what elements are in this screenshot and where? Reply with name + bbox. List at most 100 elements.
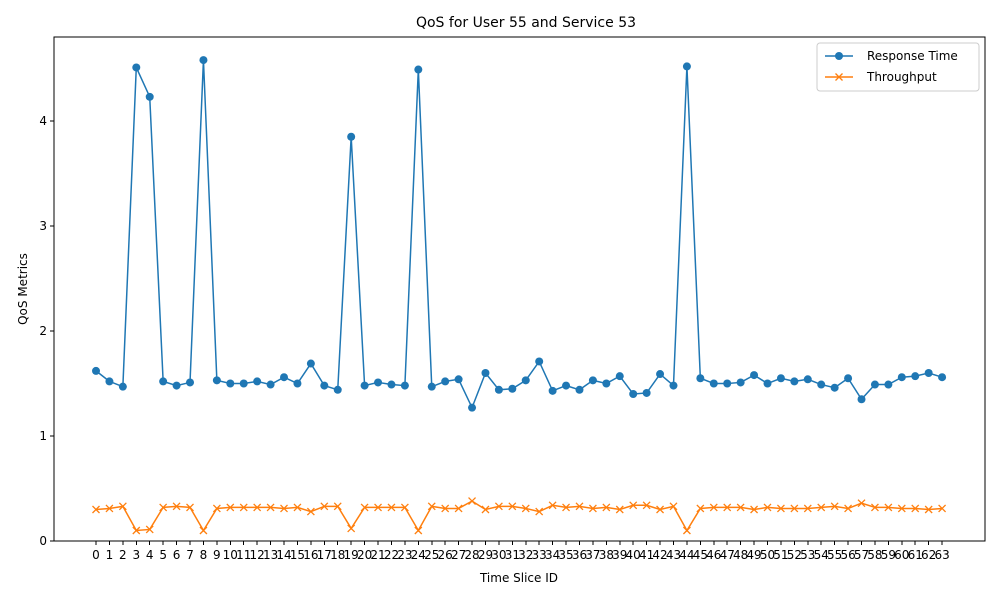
- x-tick-label: 29: [478, 548, 493, 562]
- response-time-point: [347, 132, 356, 141]
- x-tick-label: 12: [250, 548, 265, 562]
- response-time-point: [253, 377, 262, 386]
- throughput-point: [669, 502, 678, 511]
- response-time-point: [656, 370, 665, 379]
- plot-frame: [53, 36, 986, 542]
- response-time-point: [897, 373, 906, 382]
- response-time-point: [468, 403, 477, 412]
- throughput-point: [468, 497, 476, 506]
- response-time-point: [441, 377, 450, 386]
- response-time-point: [454, 375, 463, 384]
- response-time-point: [360, 381, 369, 390]
- x-tick-label: 3: [132, 548, 140, 562]
- throughput-point: [145, 525, 154, 534]
- response-time-point: [682, 62, 691, 71]
- response-time-point: [306, 359, 315, 368]
- throughput-point: [763, 503, 772, 512]
- x-tick-label: 1: [106, 548, 114, 562]
- x-tick-label: 44: [679, 548, 694, 562]
- throughput-point: [172, 502, 181, 511]
- response-time-point: [293, 379, 302, 388]
- response-time-point: [870, 380, 879, 389]
- response-time-point: [172, 381, 181, 390]
- throughput-point: [199, 526, 208, 535]
- x-tick-label: 54: [814, 548, 829, 562]
- x-tick-label: 31: [505, 548, 520, 562]
- x-tick-label: 34: [545, 548, 560, 562]
- x-tick-label: 49: [746, 548, 761, 562]
- response-time-point: [750, 371, 759, 380]
- x-tick-label: 45: [693, 548, 708, 562]
- response-time-point: [320, 381, 329, 390]
- throughput-point: [441, 504, 450, 513]
- throughput-point: [427, 502, 436, 511]
- x-tick-label: 20: [357, 548, 372, 562]
- throughput-point: [830, 502, 839, 511]
- response-time-point: [159, 377, 168, 386]
- x-tick-label: 46: [706, 548, 721, 562]
- throughput-point: [414, 526, 423, 535]
- throughput-point: [454, 504, 463, 513]
- response-time-point: [817, 380, 826, 389]
- throughput-point: [347, 524, 356, 533]
- x-tick-label: 30: [491, 548, 506, 562]
- x-tick-label: 48: [733, 548, 748, 562]
- legend-label: Response Time: [867, 49, 958, 63]
- response-time-point: [374, 378, 383, 387]
- x-tick-label: 40: [626, 548, 641, 562]
- x-tick-label: 14: [276, 548, 291, 562]
- throughput-point: [857, 499, 866, 508]
- response-time-line: [95, 60, 943, 410]
- throughput-point: [132, 526, 141, 535]
- response-time-point: [186, 378, 195, 387]
- response-time-point: [857, 395, 866, 404]
- x-tick-label: 26: [438, 548, 453, 562]
- x-tick-label: 47: [720, 548, 735, 562]
- response-time-point: [615, 372, 624, 381]
- x-tick-label: 50: [760, 548, 775, 562]
- throughput-line: [95, 500, 943, 533]
- throughput-point: [790, 504, 799, 513]
- response-time-point: [212, 376, 221, 385]
- chart-title: QoS for User 55 and Service 53: [416, 15, 636, 31]
- throughput-point: [535, 507, 544, 516]
- response-time-point: [199, 56, 208, 65]
- response-time-point: [736, 378, 745, 387]
- throughput-point: [387, 503, 396, 512]
- legend-item-throughput: Throughput: [825, 70, 937, 84]
- x-tick-label: 23: [397, 548, 412, 562]
- x-tick-label: 36: [572, 548, 587, 562]
- response-time-point: [776, 374, 785, 383]
- x-tick-label: 58: [867, 548, 882, 562]
- x-tick-label: 42: [652, 548, 667, 562]
- x-tick-label: 62: [921, 548, 936, 562]
- response-time-point: [266, 380, 275, 389]
- response-time-point: [387, 380, 396, 389]
- legend-item-response-time: Response Time: [825, 49, 958, 63]
- response-time-point: [427, 382, 436, 391]
- throughput-point: [400, 503, 409, 512]
- response-time-point: [280, 373, 289, 382]
- response-time-point: [575, 385, 584, 394]
- throughput-point: [776, 504, 785, 513]
- x-tick-label: 10: [223, 548, 238, 562]
- x-tick-label: 52: [787, 548, 802, 562]
- response-time-point: [562, 381, 571, 390]
- x-tick-label: 55: [827, 548, 842, 562]
- response-time-point: [844, 374, 853, 383]
- x-tick-label: 57: [854, 548, 869, 562]
- y-tick-label: 1: [39, 429, 47, 443]
- x-tick-label: 33: [532, 548, 547, 562]
- response-time-point: [803, 375, 812, 384]
- throughput-point: [320, 502, 329, 511]
- response-time-point: [132, 63, 141, 72]
- x-tick-label: 60: [894, 548, 909, 562]
- response-time-point: [629, 390, 638, 398]
- response-time-point: [508, 384, 517, 393]
- throughput-point: [293, 503, 302, 512]
- response-time-point: [723, 379, 732, 388]
- throughput-point: [118, 502, 127, 511]
- response-time-point: [548, 386, 557, 395]
- x-tick-label: 37: [585, 548, 600, 562]
- response-time-point: [400, 381, 409, 390]
